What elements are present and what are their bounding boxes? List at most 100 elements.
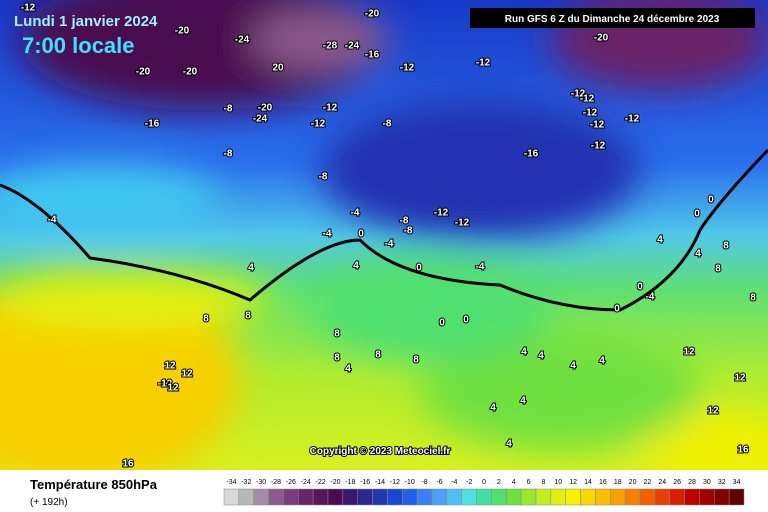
legend-label: 8 bbox=[541, 479, 545, 486]
legend-label: -18 bbox=[345, 479, 355, 486]
map-label: 0 bbox=[358, 229, 364, 240]
map-label: 16 bbox=[122, 459, 134, 470]
map-label: -20 bbox=[136, 67, 151, 78]
map-label: 12 bbox=[167, 383, 179, 394]
legend-label: 10 bbox=[554, 479, 562, 486]
legend-swatch bbox=[550, 488, 566, 506]
legend-swatch bbox=[624, 488, 641, 506]
copyright: Copyright © 2023 Meteociel.fr bbox=[310, 446, 451, 457]
map-label: -8 bbox=[383, 119, 392, 130]
map-label: 0 bbox=[439, 318, 445, 329]
map-label: 4 bbox=[353, 261, 359, 272]
map-label: 4 bbox=[490, 403, 496, 414]
legend-swatch bbox=[416, 488, 433, 506]
legend-swatch bbox=[506, 488, 522, 506]
legend-label: -8 bbox=[421, 479, 427, 486]
legend-swatch bbox=[446, 488, 462, 506]
map-label: 12 bbox=[707, 406, 719, 417]
map-label: 12 bbox=[683, 347, 695, 358]
legend-swatch bbox=[342, 488, 358, 506]
map-label: -20 bbox=[175, 26, 190, 37]
map-label: 8 bbox=[245, 311, 251, 322]
legend-swatch bbox=[223, 488, 240, 506]
legend-label: -6 bbox=[436, 479, 442, 486]
legend-swatch bbox=[639, 488, 656, 506]
legend-label: -10 bbox=[405, 479, 415, 486]
legend-swatch bbox=[253, 488, 269, 506]
map-label: 4 bbox=[506, 439, 512, 450]
legend-swatch bbox=[669, 488, 685, 506]
legend-label: 0 bbox=[482, 479, 486, 486]
map-label: 4 bbox=[538, 351, 544, 362]
legend-label: -26 bbox=[286, 479, 296, 486]
legend-swatch bbox=[580, 488, 596, 506]
map-label: 8 bbox=[723, 241, 729, 252]
legend-swatch bbox=[431, 488, 448, 506]
legend-label: -28 bbox=[271, 479, 281, 486]
map-label: 8 bbox=[715, 264, 721, 275]
legend-swatch bbox=[461, 488, 477, 506]
map-label: -16 bbox=[145, 119, 160, 130]
legend-swatch bbox=[283, 488, 299, 506]
legend-label: 24 bbox=[658, 479, 666, 486]
legend-label: 2 bbox=[497, 479, 501, 486]
legend-label: -24 bbox=[301, 479, 311, 486]
legend-swatch bbox=[654, 488, 670, 506]
map-label: -12 bbox=[21, 3, 36, 14]
run-box bbox=[470, 8, 755, 28]
legend-swatch bbox=[298, 488, 314, 506]
legend-label: 20 bbox=[629, 479, 637, 486]
legend-label: -20 bbox=[330, 479, 340, 486]
legend-label: 32 bbox=[718, 479, 726, 486]
legend-swatch bbox=[684, 488, 700, 506]
map-label: 4 bbox=[695, 249, 701, 260]
legend-label: 30 bbox=[703, 479, 711, 486]
map-label: 4 bbox=[657, 235, 663, 246]
map-label: -4 bbox=[351, 208, 360, 219]
legend-swatch bbox=[312, 488, 329, 506]
map-label: 20 bbox=[272, 63, 284, 74]
legend-swatch bbox=[520, 488, 537, 506]
map-label: -12 bbox=[625, 114, 640, 125]
legend-label: -30 bbox=[256, 479, 266, 486]
legend-swatch bbox=[714, 488, 730, 506]
map-label: -4 bbox=[385, 239, 394, 250]
legend-label: -16 bbox=[360, 479, 370, 486]
map-label: 8 bbox=[413, 355, 419, 366]
map-label: 4 bbox=[345, 364, 351, 375]
map-label: -12 bbox=[571, 89, 586, 100]
map-label: -12 bbox=[400, 63, 415, 74]
legend-swatch bbox=[372, 488, 388, 506]
legend-label: 12 bbox=[569, 479, 577, 486]
legend-swatch bbox=[387, 488, 403, 506]
map-label: -4 bbox=[323, 229, 332, 240]
map-label: -16 bbox=[524, 149, 539, 160]
map-label: 4 bbox=[599, 356, 605, 367]
map-label: -12 bbox=[158, 379, 173, 390]
map-label: 16 bbox=[737, 445, 749, 456]
legend-swatch bbox=[699, 488, 715, 506]
legend-label: 14 bbox=[584, 479, 592, 486]
map-label: 8 bbox=[334, 353, 340, 364]
legend-label: -34 bbox=[226, 479, 236, 486]
footer-lead: (+ 192h) bbox=[30, 497, 68, 508]
map-label: 12 bbox=[164, 361, 176, 372]
legend-swatch bbox=[238, 488, 254, 506]
run-text: Run GFS 6 Z du Dimanche 24 décembre 2023 bbox=[505, 14, 720, 25]
legend-label: -14 bbox=[375, 479, 385, 486]
legend-swatch bbox=[491, 488, 507, 506]
map-label: -8 bbox=[319, 172, 328, 183]
map-label: -12 bbox=[323, 103, 338, 114]
map-label: -20 bbox=[365, 9, 380, 20]
map-label: 0 bbox=[694, 209, 700, 220]
map-label: -12 bbox=[455, 218, 470, 229]
legend-label: -4 bbox=[451, 479, 457, 486]
map-label: -20 bbox=[183, 67, 198, 78]
map-label: 4 bbox=[520, 396, 526, 407]
map-label: 8 bbox=[375, 350, 381, 361]
map-label: -4 bbox=[646, 292, 655, 303]
legend-label: 26 bbox=[673, 479, 681, 486]
legend-label: -22 bbox=[316, 479, 326, 486]
map-label: -24 bbox=[253, 114, 268, 125]
